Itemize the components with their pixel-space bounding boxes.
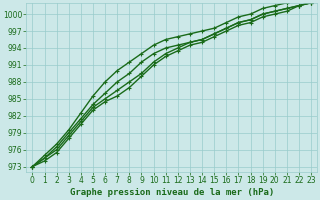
X-axis label: Graphe pression niveau de la mer (hPa): Graphe pression niveau de la mer (hPa) — [70, 188, 274, 197]
